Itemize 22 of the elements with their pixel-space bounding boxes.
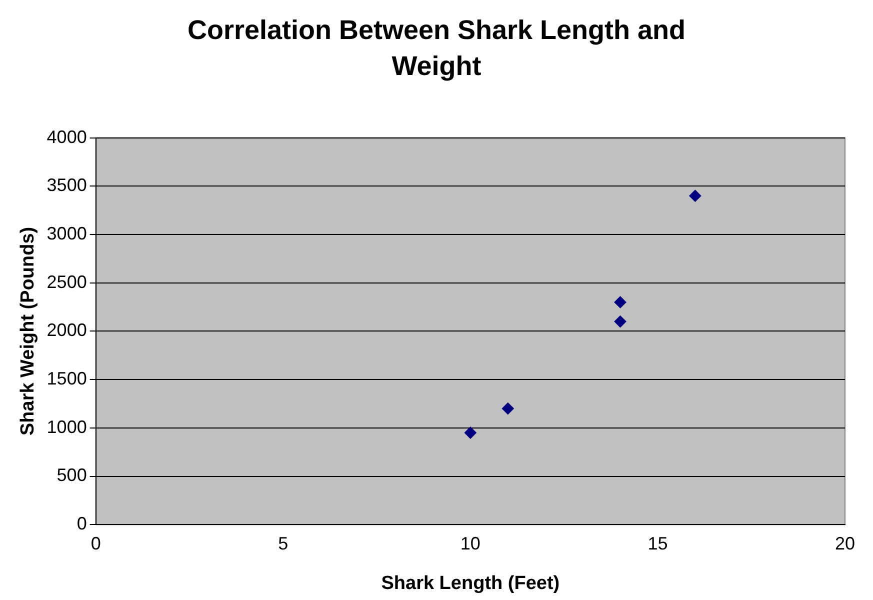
- y-tick-label: 2500: [46, 272, 87, 292]
- point: [502, 402, 514, 415]
- x-tick-label: 15: [648, 533, 668, 554]
- y-tick-label: 1500: [46, 368, 87, 389]
- x-axis-title: Shark Length (Feet): [381, 572, 560, 594]
- x-tick-label: 10: [460, 533, 480, 554]
- x-tick-label: 20: [834, 533, 856, 554]
- y-tick-label: 2000: [46, 320, 87, 340]
- y-tick-label: 500: [56, 465, 87, 486]
- y-tick-label: 3500: [46, 175, 87, 196]
- x-tick-label: 5: [278, 533, 288, 554]
- y-tick-label: 3000: [46, 223, 87, 244]
- point: [689, 190, 702, 202]
- point: [614, 316, 626, 328]
- y-tick-label: 4000: [46, 126, 87, 147]
- point: [614, 296, 626, 308]
- y-axis-title: Shark Weight (Pounds): [18, 226, 39, 436]
- x-tick-label: 0: [90, 533, 101, 554]
- point: [464, 426, 476, 439]
- y-tick-label: 1000: [46, 416, 87, 437]
- chart-title: Correlation Between Shark Length and Weight: [186, 14, 687, 83]
- y-tick-label: 0: [76, 514, 87, 534]
